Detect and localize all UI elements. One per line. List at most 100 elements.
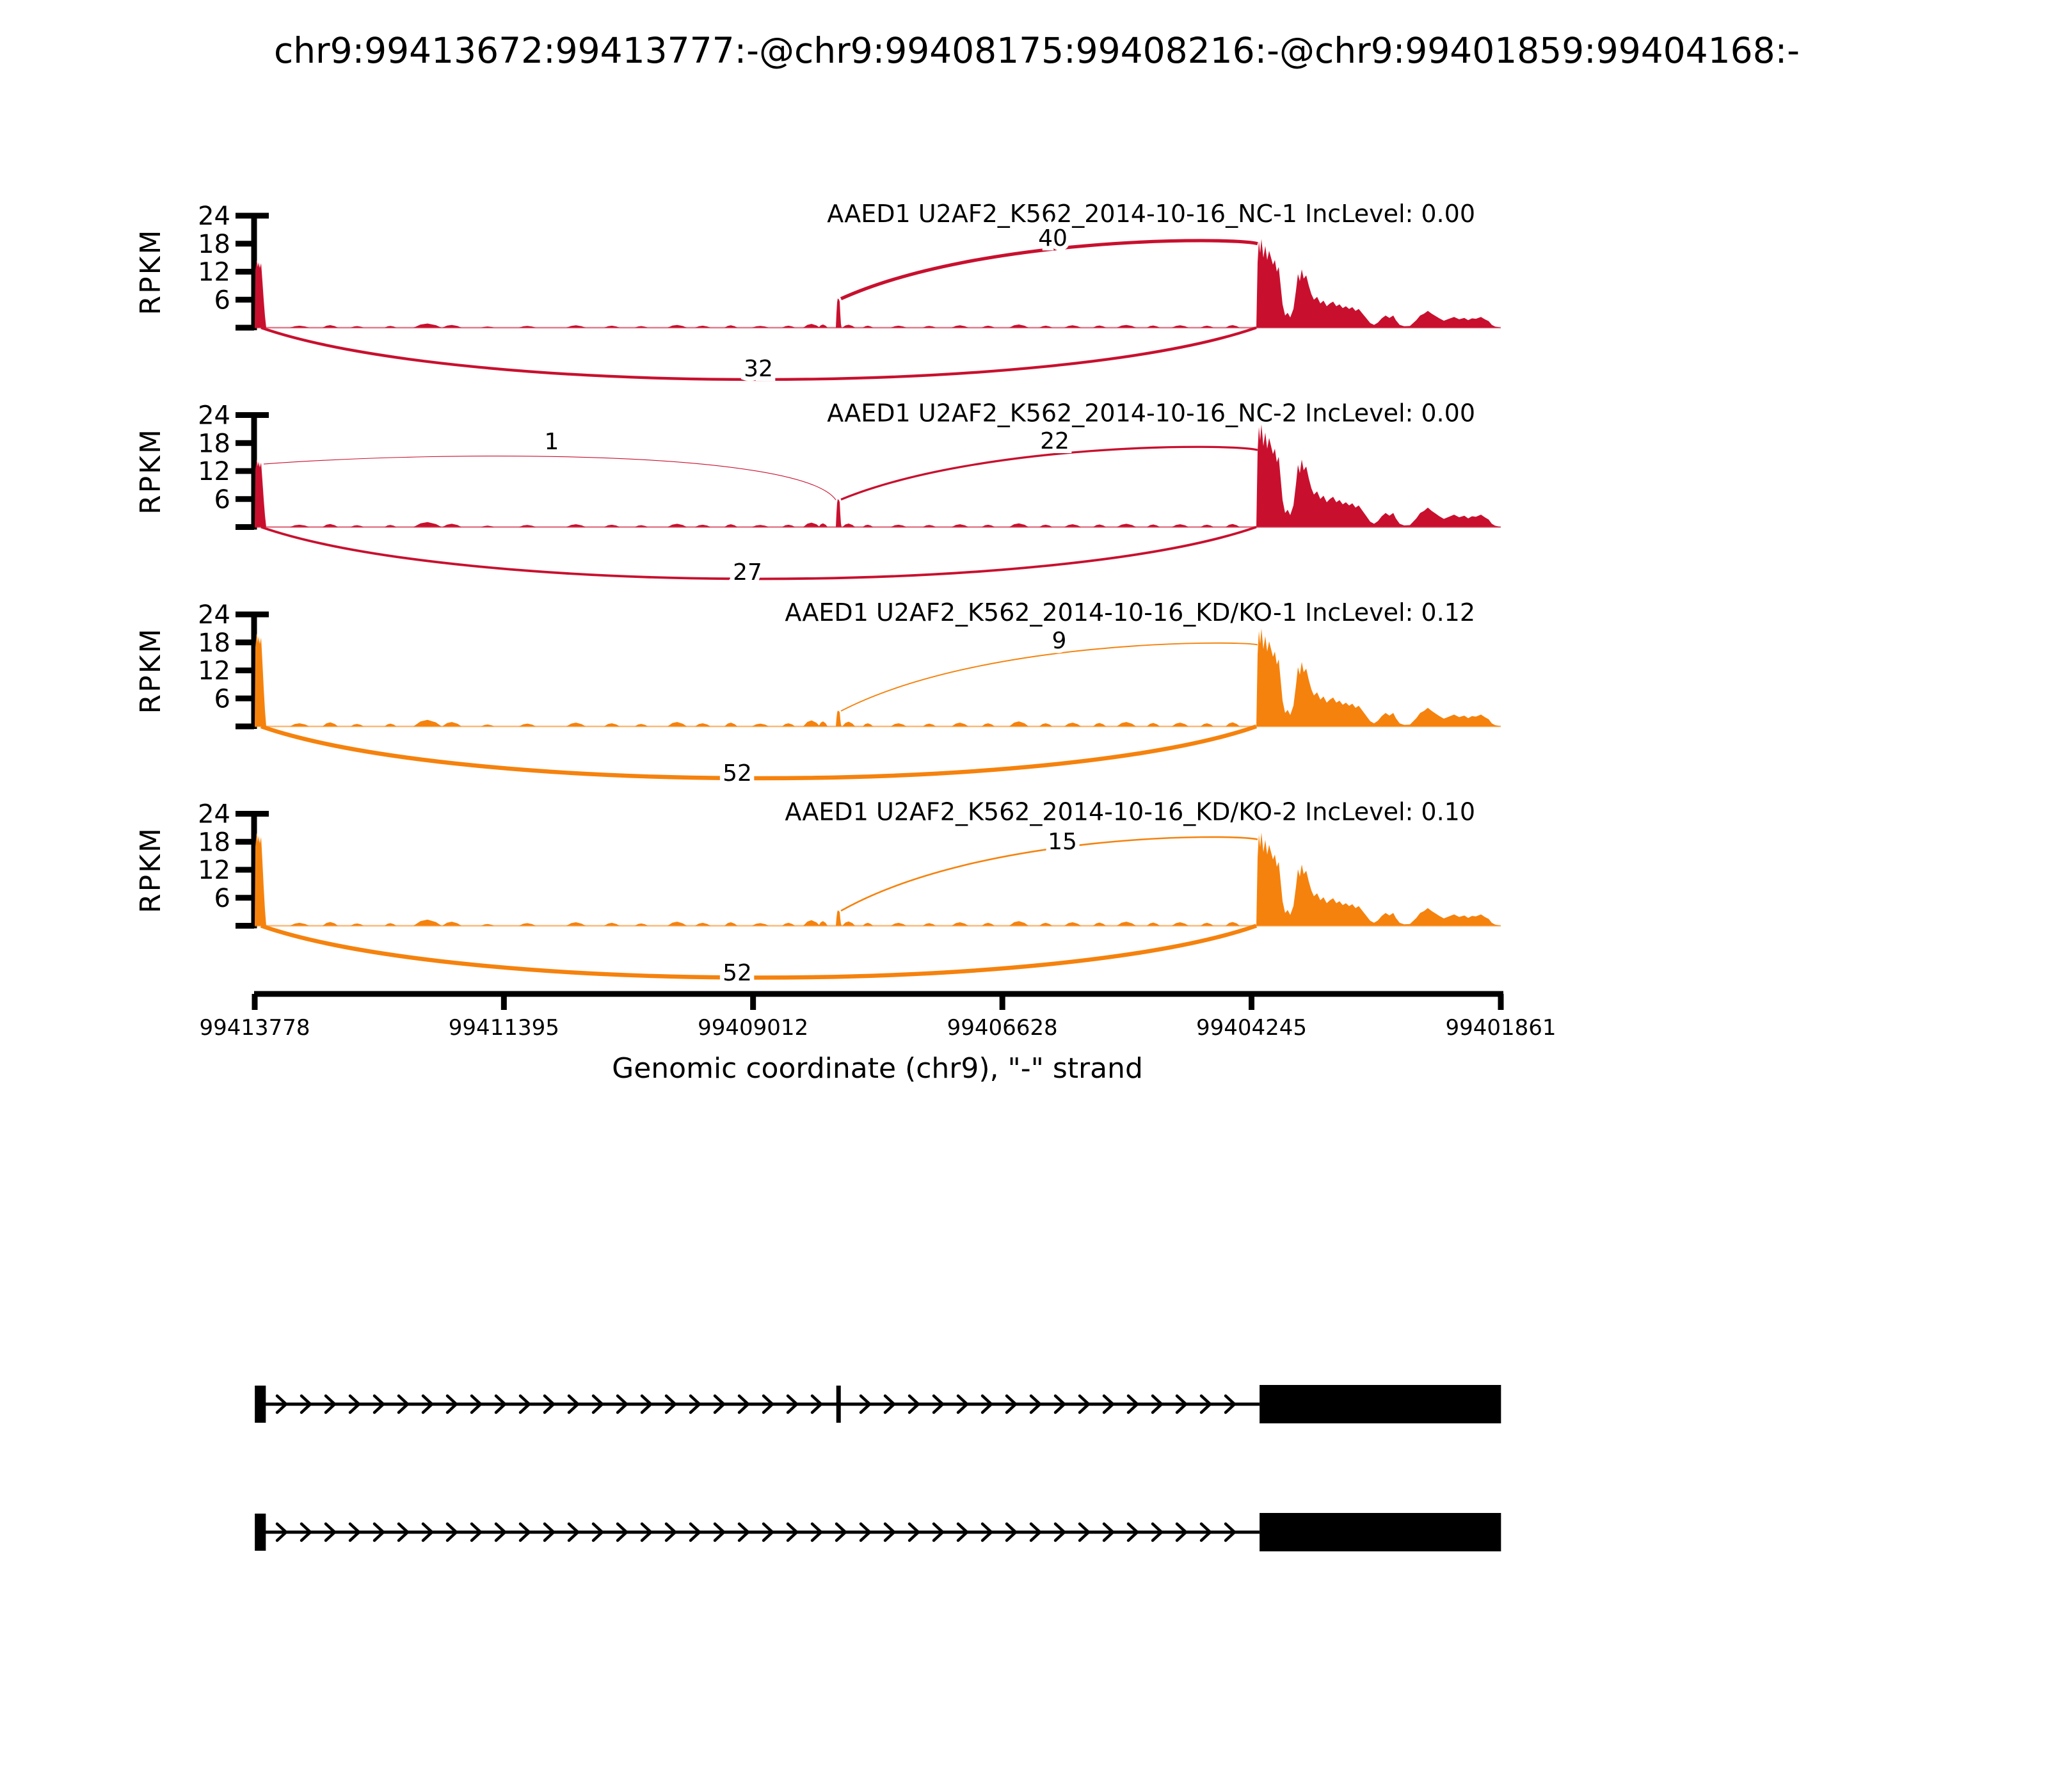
strand-arrow-icon — [640, 1394, 653, 1414]
junction-count-label: 52 — [723, 760, 752, 787]
strand-arrow-icon — [859, 1394, 872, 1414]
coverage-area — [255, 424, 1501, 527]
strand-arrow-icon — [956, 1522, 970, 1542]
strand-arrow-icon — [1078, 1522, 1091, 1542]
strand-arrow-icon — [1151, 1394, 1164, 1414]
strand-arrow-icon — [1102, 1522, 1116, 1542]
y-tick-label: 12 — [198, 657, 230, 686]
strand-arrow-icon — [713, 1522, 726, 1542]
strand-arrow-icon — [689, 1394, 702, 1414]
y-tick-label: 18 — [198, 230, 230, 259]
strand-arrow-icon — [1102, 1394, 1116, 1414]
strand-arrow-icon — [1175, 1522, 1188, 1542]
strand-arrow-icon — [518, 1522, 532, 1542]
strand-arrow-icon — [567, 1394, 580, 1414]
strand-arrow-icon — [275, 1522, 289, 1542]
strand-arrow-icon — [397, 1522, 410, 1542]
exon-upstream — [255, 1514, 266, 1551]
strand-arrow-icon — [1053, 1394, 1067, 1414]
strand-arrow-icon — [689, 1522, 702, 1542]
strand-arrow-icon — [591, 1394, 605, 1414]
strand-arrow-icon — [1078, 1394, 1091, 1414]
strand-arrow-icon — [1005, 1522, 1018, 1542]
y-tick-label: 18 — [198, 429, 230, 458]
y-tick-label: 18 — [198, 628, 230, 658]
strand-arrow-icon — [956, 1394, 970, 1414]
x-tick-label: 99404245 — [1196, 1015, 1307, 1041]
junction-arc — [840, 642, 1258, 712]
y-axis-title: RPKM — [134, 428, 167, 515]
strand-arrow-icon — [421, 1394, 435, 1414]
exon-downstream — [1260, 1513, 1501, 1551]
junction-count-label: 9 — [1052, 628, 1067, 654]
junction-count-label: 32 — [744, 356, 773, 382]
track-title: AAED1 U2AF2_K562_2014-10-16_NC-2 IncLeve… — [827, 399, 1475, 428]
strand-arrow-icon — [859, 1522, 872, 1542]
strand-arrow-icon — [372, 1394, 386, 1414]
strand-arrow-icon — [737, 1522, 751, 1542]
strand-arrow-icon — [1005, 1394, 1018, 1414]
strand-arrow-icon — [1199, 1522, 1213, 1542]
strand-arrow-icon — [810, 1522, 824, 1542]
strand-arrow-icon — [1029, 1394, 1043, 1414]
junction-arc — [263, 455, 836, 500]
strand-arrow-icon — [908, 1394, 921, 1414]
junction-count-label: 52 — [723, 960, 752, 986]
strand-arrow-icon — [470, 1394, 483, 1414]
strand-arrow-icon — [1151, 1522, 1164, 1542]
junction-arc — [260, 924, 1258, 980]
strand-arrow-icon — [348, 1522, 362, 1542]
strand-arrow-icon — [494, 1394, 508, 1414]
transcript-structures — [255, 1385, 1501, 1551]
x-tick-label: 99413778 — [199, 1015, 310, 1041]
exon-downstream — [1260, 1385, 1501, 1423]
strand-arrow-icon — [980, 1394, 994, 1414]
y-tick-label: 24 — [198, 202, 230, 231]
strand-arrow-icon — [300, 1522, 313, 1542]
junction-count-label: 27 — [733, 559, 762, 586]
junction-arc — [260, 326, 1257, 381]
strand-arrow-icon — [348, 1394, 362, 1414]
strand-arrow-icon — [932, 1522, 945, 1542]
x-tick-label: 99409012 — [698, 1015, 808, 1041]
strand-arrow-icon — [591, 1522, 605, 1542]
track-title: AAED1 U2AF2_K562_2014-10-16_KD/KO-1 IncL… — [785, 598, 1475, 627]
strand-arrow-icon — [786, 1394, 799, 1414]
strand-arrow-icon — [372, 1522, 386, 1542]
exon-skipped — [836, 1386, 841, 1423]
strand-arrow-icon — [762, 1394, 775, 1414]
junction-count-label: 1 — [545, 429, 559, 455]
y-axis-title: RPKM — [134, 228, 167, 316]
x-tick-label: 99406628 — [947, 1015, 1058, 1041]
y-tick-label: 12 — [198, 258, 230, 287]
y-tick-label: 24 — [198, 600, 230, 630]
strand-arrow-icon — [1126, 1522, 1140, 1542]
y-tick-label: 12 — [198, 856, 230, 885]
y-tick-label: 6 — [214, 684, 230, 714]
strand-arrow-icon — [908, 1522, 921, 1542]
strand-arrow-icon — [543, 1394, 556, 1414]
strand-arrow-icon — [1199, 1394, 1213, 1414]
y-tick-label: 6 — [214, 485, 230, 515]
strand-arrow-icon — [518, 1394, 532, 1414]
exon-upstream — [255, 1386, 266, 1423]
strand-arrow-icon — [445, 1522, 459, 1542]
x-axis-label: Genomic coordinate (chr9), "-" strand — [612, 1052, 1143, 1085]
strand-arrow-icon — [786, 1522, 799, 1542]
strand-arrow-icon — [762, 1522, 775, 1542]
strand-arrow-icon — [883, 1394, 897, 1414]
strand-arrow-icon — [616, 1522, 629, 1542]
x-axis: 99413778 99411395 99409012 99406628 99404245… — [199, 991, 1556, 1041]
y-axis-title: RPKM — [134, 826, 167, 913]
strand-arrow-icon — [980, 1522, 994, 1542]
x-tick-label: 99411395 — [449, 1015, 559, 1041]
strand-arrow-icon — [932, 1394, 945, 1414]
strand-arrow-icon — [616, 1394, 629, 1414]
strand-arrow-icon — [835, 1522, 848, 1542]
y-axis-title: RPKM — [134, 627, 167, 714]
strand-arrow-icon — [713, 1394, 726, 1414]
